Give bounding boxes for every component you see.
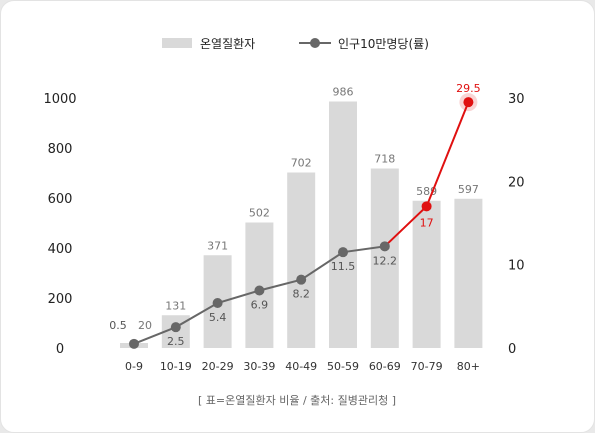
x-axis-tick: 0-9 [125,360,143,373]
legend: 온열질환자 인구10만명당(률) [162,37,429,51]
bar-80+ [454,198,483,348]
x-axis-tick: 40-49 [285,360,317,373]
left-axis-tick: 0 [56,342,64,357]
rate-value-label: 5.4 [209,311,227,324]
bar-value-label: 502 [249,207,270,220]
right-axis-tick: 10 [508,259,525,274]
legend-swatch-marker [310,38,320,48]
bar-60-69 [370,168,399,348]
left-axis-tick: 1000 [43,92,76,107]
rate-point [296,274,307,285]
bar-value-label: 718 [374,153,395,166]
rate-point [129,338,139,349]
rate-point [379,241,390,252]
rate-point [338,247,348,258]
bar-value-label: 371 [207,239,228,252]
legend-label-line: 인구10만명당(률) [338,37,429,51]
bar-value-label: 131 [165,299,186,312]
bar-value-label: 597 [458,183,479,196]
rate-point [421,201,432,212]
rate-value-label: 2.5 [167,335,185,348]
bar-70-79 [412,200,441,348]
x-axis-tick: 50-59 [327,360,359,373]
source-footnote: [ 표=온열질환자 비율 / 출처: 질병관리청 ] [198,394,396,407]
bar-value-label: 702 [291,157,312,170]
rate-value-label: 12.2 [373,254,398,267]
legend-label-bar: 온열질환자 [200,37,255,51]
rate-value-label: 6.9 [251,299,269,312]
x-axis-tick: 60-69 [369,360,401,373]
rate-value-label: 29.5 [456,82,481,95]
right-y-axis: 0 10 20 30 [508,92,525,357]
legend-swatch-bar [162,38,192,48]
right-axis-tick: 30 [508,92,525,107]
bar-30-39 [245,222,274,348]
bar-value-label: 986 [333,86,354,99]
right-axis-tick: 0 [508,342,516,357]
rate-value-label: 8.2 [292,288,310,301]
bar-40-49 [287,172,316,348]
rate-point [254,285,265,296]
right-axis-tick: 20 [508,175,525,190]
x-axis-tick: 70-79 [411,360,443,373]
rate-value-label: 17 [420,216,434,229]
x-axis-tick: 80+ [457,360,480,373]
bar-value-label: 20 [138,319,152,332]
rate-value-label: 11.5 [331,260,356,273]
left-axis-tick: 600 [48,192,73,207]
bar-series [120,101,483,348]
x-axis-tick: 10-19 [160,360,192,373]
rate-point [212,298,223,308]
x-axis-tick: 30-39 [243,360,275,373]
left-axis-tick: 800 [48,142,73,157]
bar-50-59 [329,101,357,348]
line-series: 0.5 2.5 5.4 6.9 8.2 11.5 12.2 17 29.5 [109,82,481,349]
rate-point [463,97,474,108]
x-axis: 0-9 10-19 20-29 30-39 40-49 50-59 60-69 70-79 80… [125,360,480,373]
left-axis-tick: 200 [48,292,73,307]
left-y-axis: 0 200 400 600 800 1000 [43,92,76,357]
rate-point [170,322,181,333]
rate-value-label: 0.5 [109,319,127,332]
x-axis-tick: 20-29 [202,360,234,373]
left-axis-tick: 400 [48,242,73,257]
